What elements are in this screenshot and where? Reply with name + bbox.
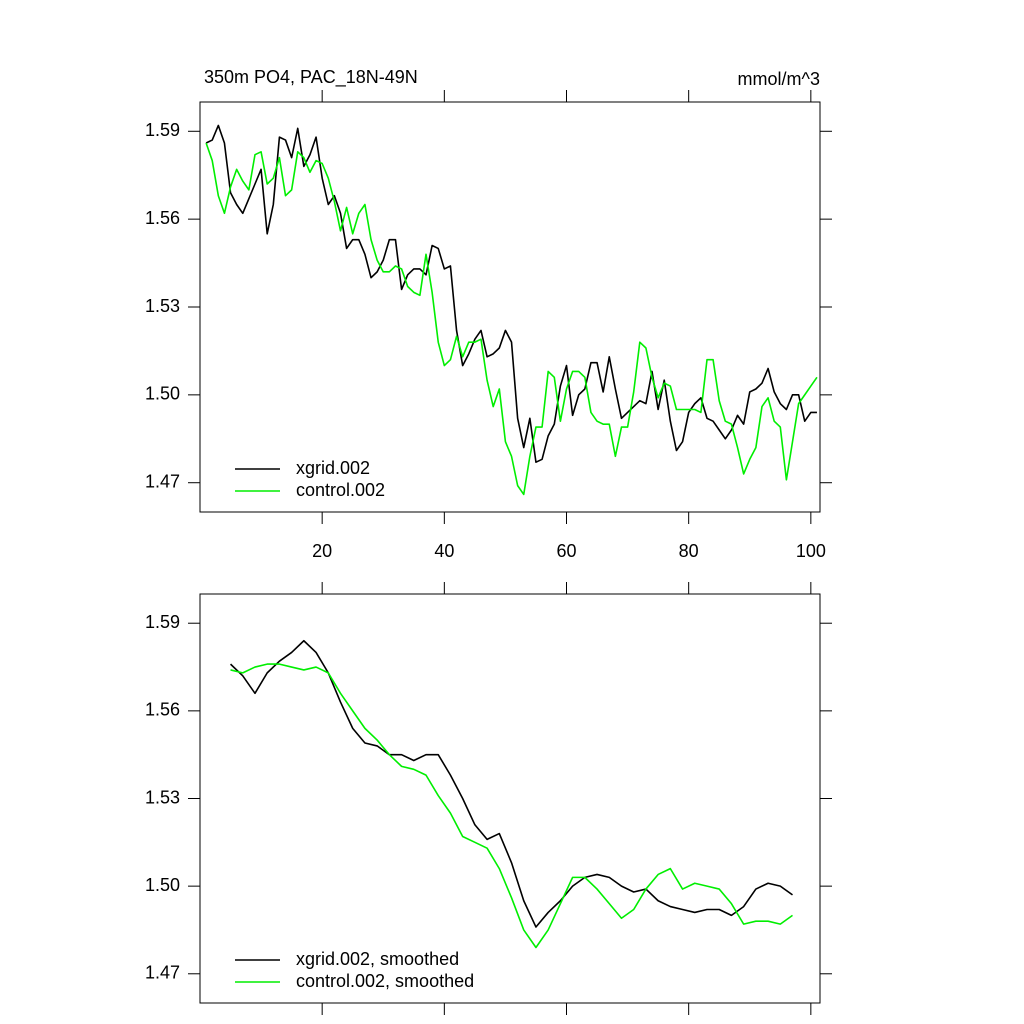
series-line: [205, 124, 817, 464]
y-tick-label: 1.50: [145, 875, 180, 895]
series-line: [229, 639, 793, 928]
legend-label: control.002, smoothed: [296, 971, 474, 991]
y-tick-label: 1.47: [145, 471, 180, 491]
x-tick-label: 60: [556, 541, 576, 561]
y-tick-label: 1.59: [145, 120, 180, 140]
x-tick-label: 80: [679, 541, 699, 561]
y-tick-label: 1.47: [145, 963, 180, 983]
y-tick-label: 1.53: [145, 296, 180, 316]
y-tick-label: 1.59: [145, 612, 180, 632]
unit-label: mmol/m^3: [738, 69, 820, 89]
plot-frame: [199, 593, 821, 1004]
chart-title: 350m PO4, PAC_18N-49N: [204, 67, 418, 88]
legend-label: xgrid.002, smoothed: [296, 949, 459, 969]
series-line: [205, 142, 818, 496]
legend-label: xgrid.002: [296, 458, 370, 478]
plot-frame: [199, 101, 821, 513]
x-tick-label: 40: [434, 541, 454, 561]
y-tick-label: 1.53: [145, 787, 180, 807]
y-tick-label: 1.56: [145, 208, 180, 228]
series-line: [230, 663, 793, 949]
x-tick-label: 100: [796, 541, 826, 561]
y-tick-label: 1.50: [145, 384, 180, 404]
x-tick-label: 20: [312, 541, 332, 561]
y-tick-label: 1.56: [145, 700, 180, 720]
legend-label: control.002: [296, 480, 385, 500]
